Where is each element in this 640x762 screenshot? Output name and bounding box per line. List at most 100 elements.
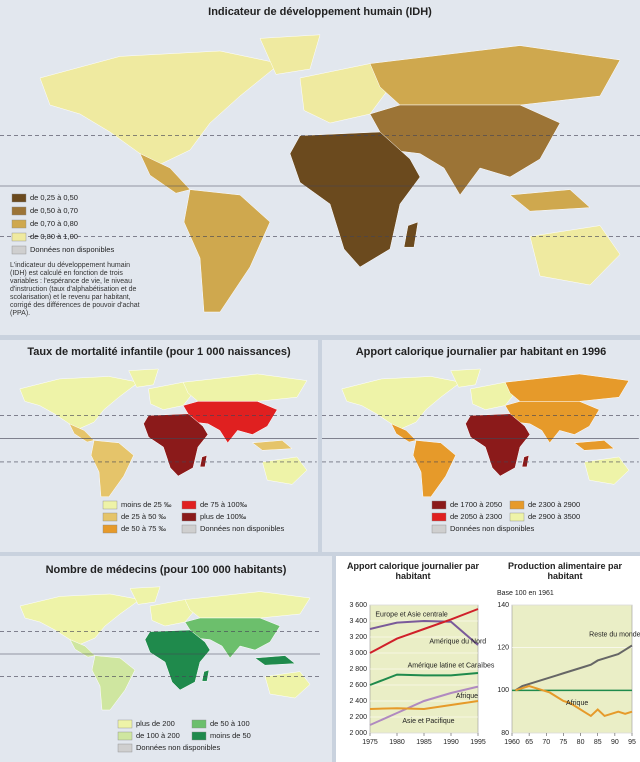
plot-area — [511, 604, 633, 734]
series-line — [369, 619, 479, 646]
country-region — [40, 51, 280, 164]
country-region — [200, 455, 207, 467]
legend-label: Données non disponibles — [30, 245, 114, 254]
country-region — [290, 132, 420, 267]
country-region — [451, 369, 481, 387]
y-tick-label: 3 000 — [349, 650, 367, 657]
country-region — [342, 376, 461, 428]
chart-title: Apport calorique journalier par habitant — [346, 561, 480, 581]
series-label: Afrique — [566, 700, 588, 707]
country-region — [391, 424, 416, 442]
legend-swatch — [11, 219, 27, 229]
legend-label: plus de 200 — [136, 719, 175, 728]
series-label: Afrique — [456, 693, 478, 700]
series-label: Amérique latine et Caraïbes — [408, 663, 495, 670]
legend-label: de 1700 à 2050 — [450, 500, 502, 509]
legend-swatch — [431, 512, 447, 522]
legend-label: moins de 25 ‰ — [121, 500, 172, 509]
world-map — [0, 35, 640, 312]
legend-label: de 2900 à 3500 — [528, 512, 580, 521]
y-tick-label: 2 200 — [349, 714, 367, 721]
legend-swatch — [11, 232, 27, 242]
legend-swatch — [102, 500, 118, 510]
legend-swatch — [11, 193, 27, 203]
series-line — [369, 685, 479, 726]
x-tick-label: 75 — [560, 739, 568, 746]
country-region — [505, 374, 629, 401]
country-region — [70, 640, 95, 658]
country-region — [530, 226, 620, 285]
country-region — [370, 46, 620, 105]
legend-label: de 0,50 à 0,70 — [30, 206, 78, 215]
series-label: Asie et Pacifique — [402, 718, 454, 725]
country-region — [510, 190, 590, 212]
chart-subtitle: Base 100 en 1961 — [497, 590, 554, 597]
country-region — [505, 401, 599, 443]
country-region — [522, 455, 529, 467]
x-tick-label: 65 — [525, 739, 533, 746]
x-tick-label: 90 — [611, 739, 619, 746]
legend-label: plus de 100‰ — [200, 512, 247, 521]
legend-swatch — [431, 500, 447, 510]
legend-swatch — [117, 731, 133, 741]
country-region — [574, 440, 614, 450]
series-label: Amérique du Nord — [429, 639, 486, 646]
country-region — [130, 587, 160, 605]
country-region — [262, 457, 307, 484]
legend-label: Données non disponibles — [450, 524, 534, 533]
legend-swatch — [102, 524, 118, 534]
x-tick-label: 1980 — [389, 739, 405, 746]
country-region — [255, 656, 295, 666]
chart-title: Production alimentaire par habitant — [507, 561, 623, 581]
country-region — [466, 414, 530, 476]
country-region — [183, 401, 277, 443]
country-region — [404, 222, 418, 247]
legend-swatch — [181, 500, 197, 510]
legend-swatch — [191, 719, 207, 729]
x-tick-label: 1985 — [416, 739, 432, 746]
legend-swatch — [117, 719, 133, 729]
country-region — [413, 440, 456, 496]
legend-swatch — [181, 512, 197, 522]
legend-swatch — [11, 206, 27, 216]
series-line — [369, 608, 479, 654]
y-tick-label: 100 — [497, 687, 509, 694]
legend-label: de 100 à 200 — [136, 731, 180, 740]
map-title: Apport calorique journalier par habitant… — [356, 346, 607, 358]
x-tick-label: 1975 — [362, 739, 378, 746]
series-label: Reste du monde — [589, 632, 640, 639]
series-line — [369, 700, 479, 711]
world-map — [0, 587, 320, 710]
map-note: L'indicateur du développement humain (ID… — [10, 262, 140, 317]
country-region — [252, 440, 292, 450]
map-title: Indicateur de développement humain (IDH) — [208, 6, 432, 18]
legend-swatch — [191, 731, 207, 741]
country-region — [185, 592, 310, 618]
x-tick-label: 1990 — [443, 739, 459, 746]
world-map — [322, 369, 639, 497]
series-line — [515, 685, 633, 718]
country-region — [260, 35, 320, 75]
x-tick-label: 1995 — [470, 739, 486, 746]
country-region — [69, 424, 94, 442]
y-tick-label: 3 600 — [349, 602, 367, 609]
legend-label: de 50 à 75 ‰ — [121, 524, 167, 533]
x-tick-label: 70 — [542, 739, 550, 746]
y-tick-label: 2 800 — [349, 666, 367, 673]
legend-label: de 50 à 100 — [210, 719, 250, 728]
legend-swatch — [181, 524, 197, 534]
country-region — [20, 594, 140, 644]
legend-label: de 0,25 à 0,50 — [30, 193, 78, 202]
country-region — [144, 414, 208, 476]
legend-label: Données non disponibles — [136, 743, 220, 752]
country-region — [184, 190, 270, 312]
legend-label: moins de 50 — [210, 731, 251, 740]
map-title: Nombre de médecins (pour 100 000 habitan… — [46, 564, 287, 576]
legend-swatch — [509, 500, 525, 510]
y-tick-label: 80 — [501, 730, 509, 737]
legend-label: de 0,70 à 0,80 — [30, 219, 78, 228]
y-tick-label: 2 600 — [349, 682, 367, 689]
country-region — [91, 440, 134, 496]
country-region — [129, 369, 159, 387]
